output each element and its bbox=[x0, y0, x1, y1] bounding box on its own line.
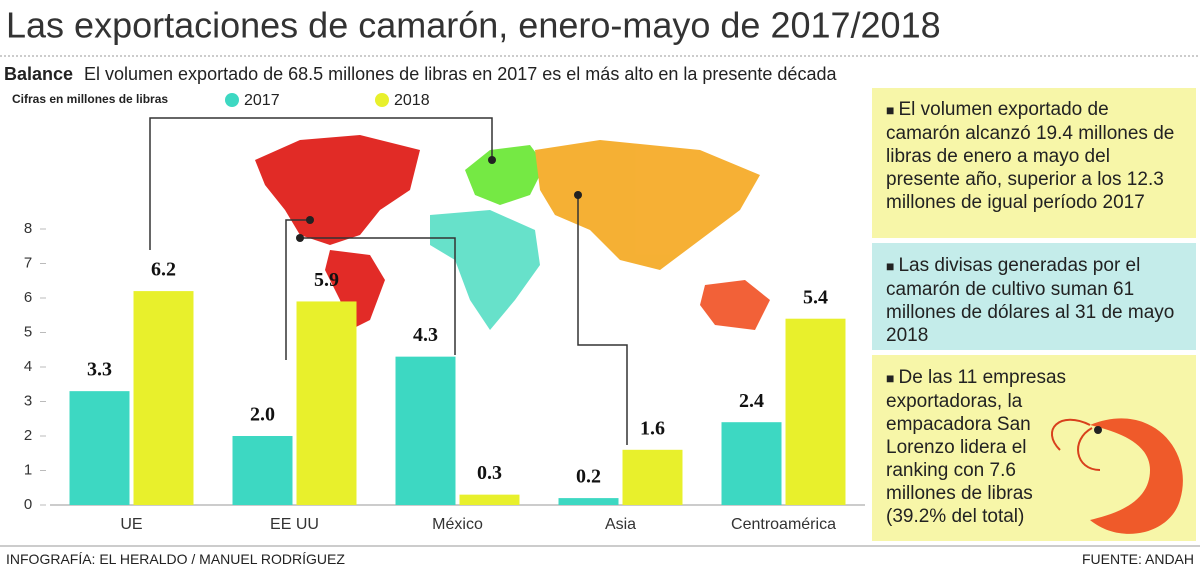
note-panel: El volumen exportado de camarón alcanzó … bbox=[872, 92, 1198, 220]
bar bbox=[558, 498, 619, 505]
note-text: De las 11 empresas exportadoras, la empa… bbox=[886, 367, 1066, 527]
y-tick-label: 8 bbox=[24, 220, 32, 237]
x-tick-label: Asia bbox=[605, 516, 636, 533]
bar bbox=[69, 391, 130, 505]
panel-bg bbox=[872, 88, 1196, 238]
legend-label: 2018 bbox=[394, 92, 430, 109]
panel-bg bbox=[872, 243, 1196, 350]
x-tick-label: México bbox=[432, 516, 483, 533]
credit: INFOGRAFÍA: EL HERALDO / MANUEL RODRÍGUE… bbox=[6, 551, 345, 567]
note-text: Las divisas generadas por el camarón de … bbox=[886, 255, 1174, 346]
bar bbox=[459, 494, 520, 505]
bar bbox=[133, 291, 194, 505]
bar bbox=[785, 318, 846, 505]
x-tick-label: EE UU bbox=[270, 516, 319, 533]
note-panel: Las divisas generadas por el camarón de … bbox=[872, 248, 1198, 353]
value-label: 0.2 bbox=[576, 466, 601, 488]
subtitle: El volumen exportado de 68.5 millones de… bbox=[84, 64, 837, 84]
value-label: 4.3 bbox=[413, 324, 438, 346]
y-tick-label: 4 bbox=[24, 358, 32, 375]
world-map bbox=[255, 135, 770, 330]
y-tick-label: 0 bbox=[24, 496, 32, 513]
chart-title: Las exportaciones de camarón, enero-mayo… bbox=[6, 5, 941, 46]
y-tick-label: 3 bbox=[24, 392, 32, 409]
shrimp-icon bbox=[1050, 418, 1183, 534]
note-panel: De las 11 empresas exportadoras, la empa… bbox=[872, 360, 1088, 534]
bar bbox=[232, 436, 293, 505]
x-tick-label: UE bbox=[120, 516, 142, 533]
note: Cifras en millones de libras bbox=[12, 92, 168, 106]
y-tick-label: 7 bbox=[24, 254, 32, 271]
note-text: El volumen exportado de camarón alcanzó … bbox=[886, 99, 1174, 213]
legend-swatch bbox=[375, 93, 389, 107]
bar bbox=[622, 449, 683, 505]
bar bbox=[721, 422, 782, 505]
bar bbox=[296, 301, 357, 505]
subtitle-label: Balance bbox=[4, 64, 73, 84]
value-label: 2.0 bbox=[250, 404, 275, 426]
value-label: 2.4 bbox=[739, 390, 764, 412]
value-label: 1.6 bbox=[640, 417, 665, 439]
map-dots bbox=[296, 156, 582, 242]
value-label: 5.4 bbox=[803, 286, 828, 308]
legend-swatch bbox=[225, 93, 239, 107]
leader-lines bbox=[149, 117, 628, 445]
legend-label: 2017 bbox=[244, 92, 280, 109]
y-tick-label: 5 bbox=[24, 323, 32, 340]
value-label: 0.3 bbox=[477, 462, 502, 484]
bar bbox=[395, 356, 456, 505]
y-tick-label: 1 bbox=[24, 461, 32, 478]
value-label: 6.2 bbox=[151, 259, 176, 281]
y-tick-label: 2 bbox=[24, 427, 32, 444]
y-tick-label: 6 bbox=[24, 289, 32, 306]
value-label: 3.3 bbox=[87, 359, 112, 381]
source: FUENTE: ANDAH bbox=[1081, 551, 1194, 567]
value-label: 5.9 bbox=[314, 269, 339, 291]
x-tick-label: Centroamérica bbox=[731, 516, 836, 533]
